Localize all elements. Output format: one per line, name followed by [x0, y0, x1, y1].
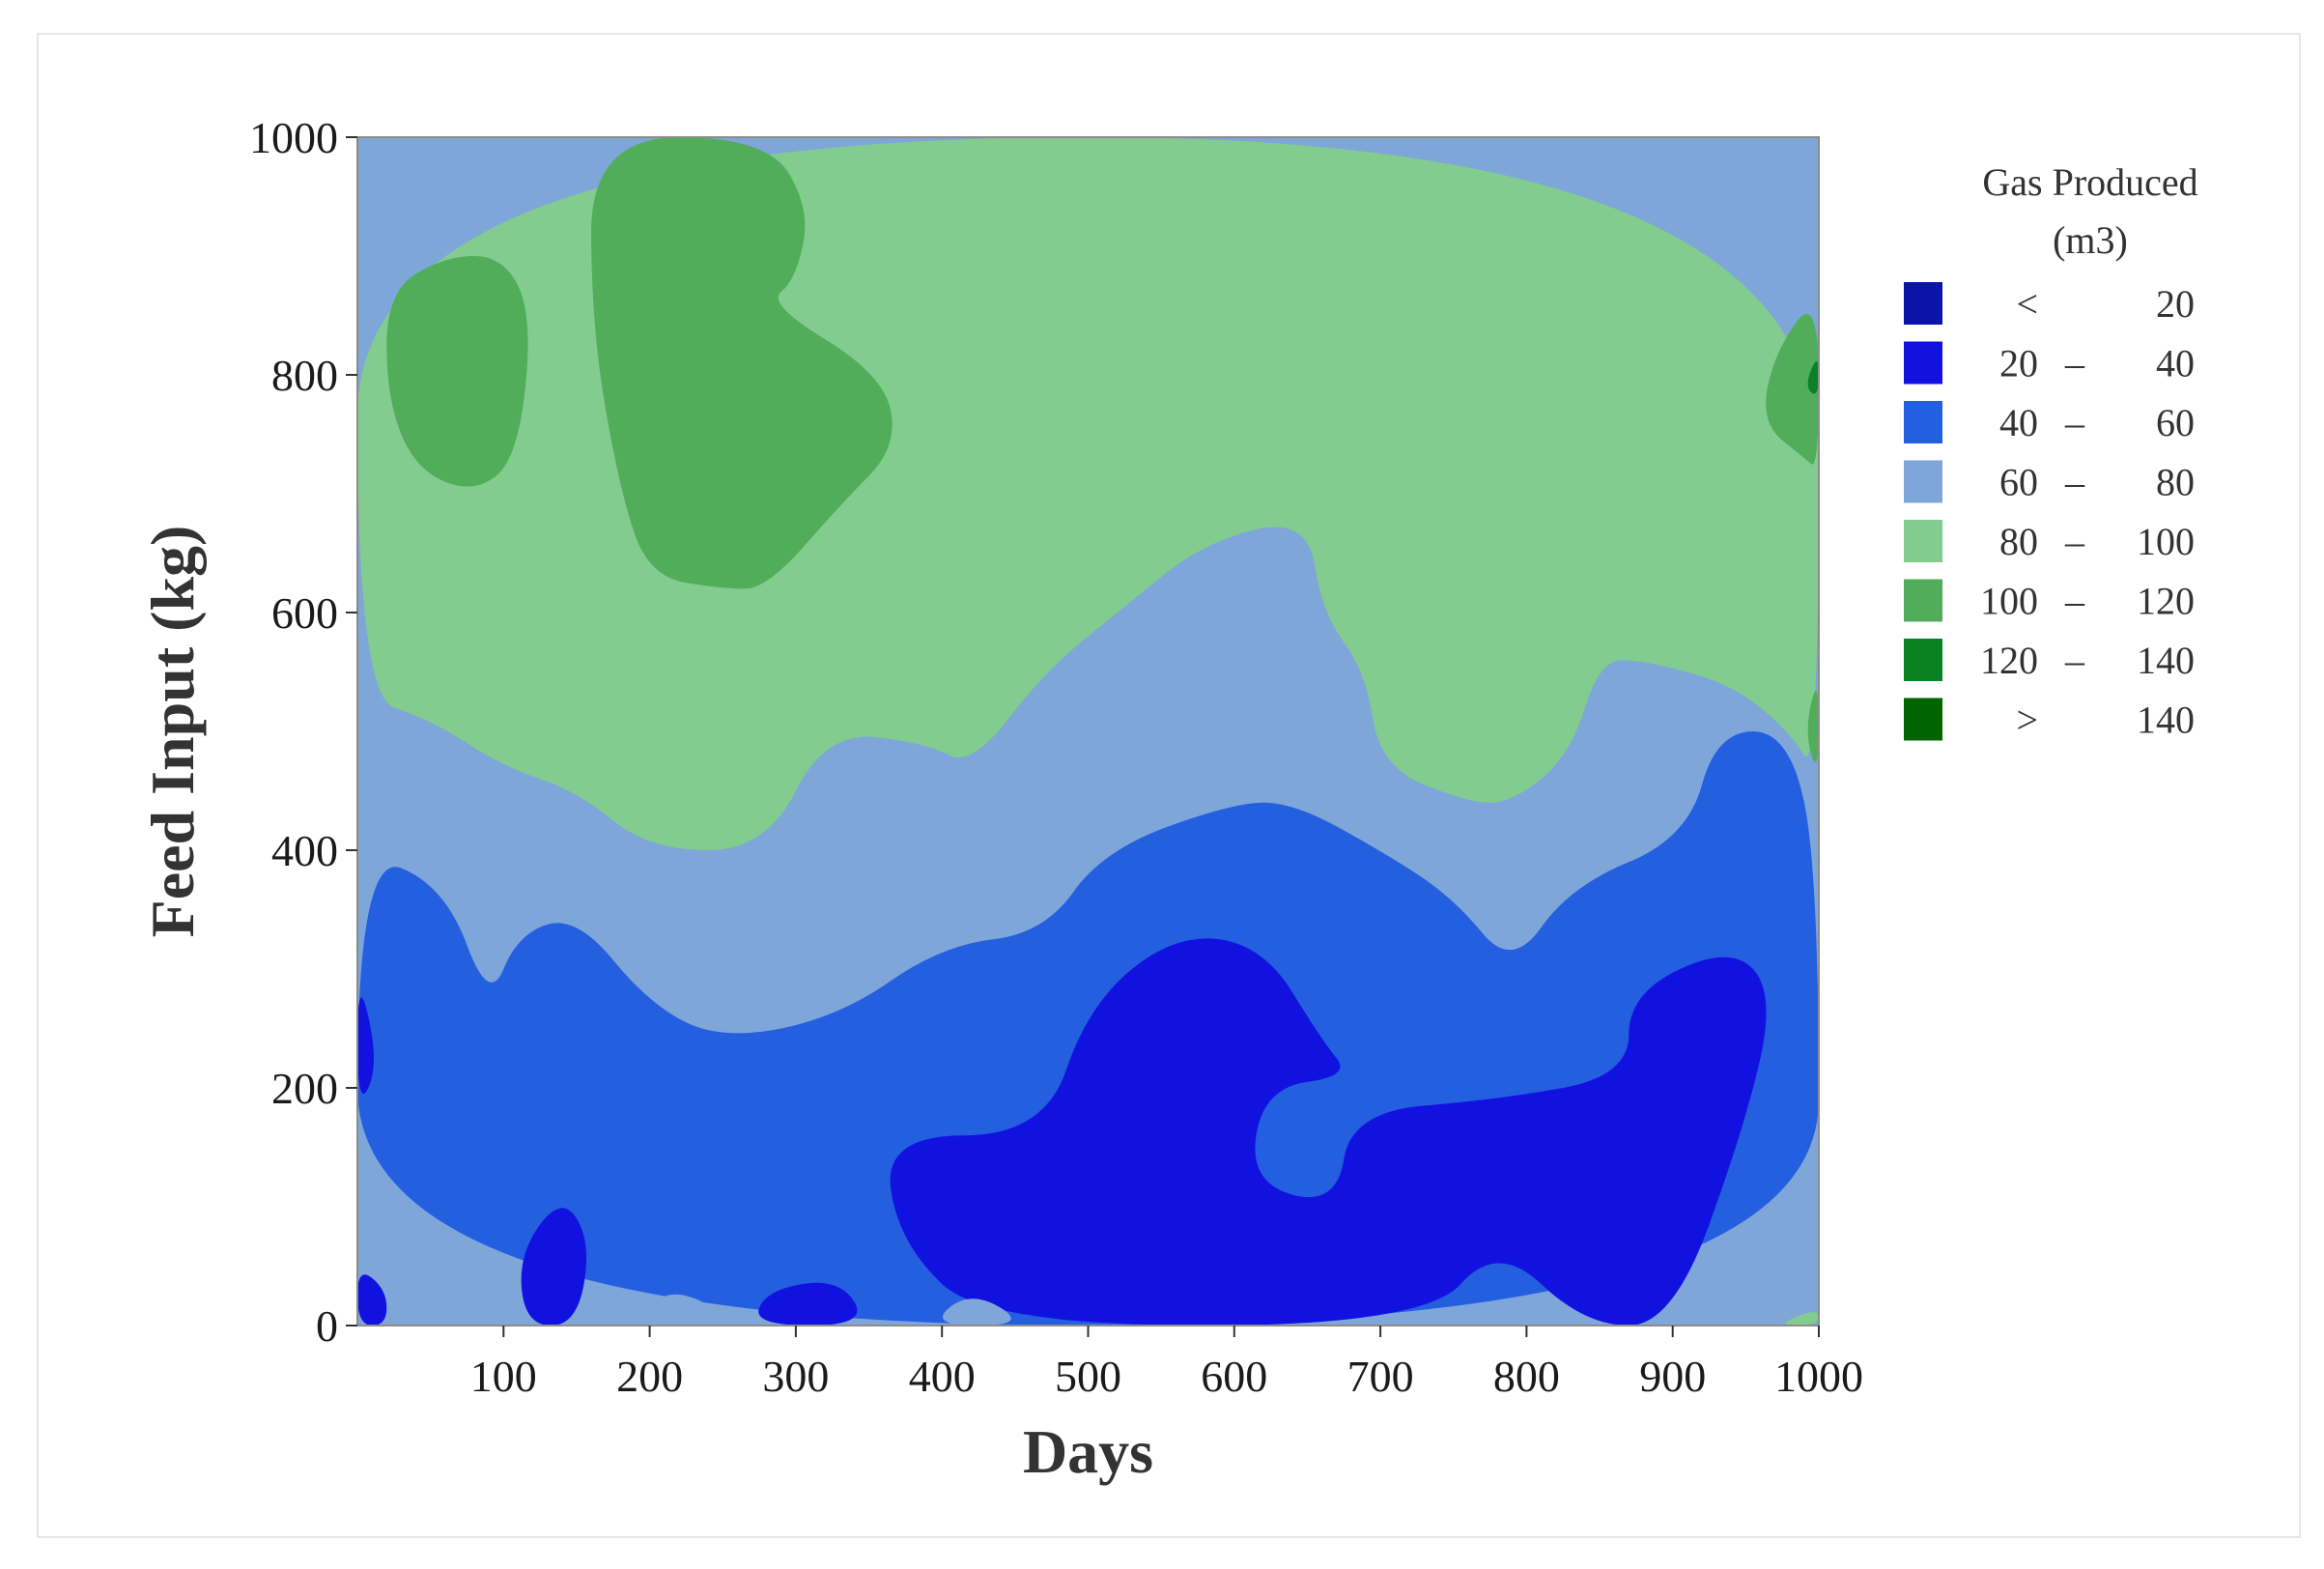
contour-region-120-140 [1807, 360, 1819, 394]
legend-low: > [2016, 699, 2038, 742]
x-tick-label: 800 [1493, 1352, 1560, 1401]
x-tick-label: 500 [1055, 1352, 1121, 1401]
contour-region-20-40 [357, 997, 374, 1095]
contour-region-60-80 [1693, 1274, 1819, 1326]
legend-swatch [1904, 401, 1942, 443]
x-tick-label: 700 [1347, 1352, 1414, 1401]
y-tick-label: 800 [271, 351, 338, 400]
y-tick-label: 0 [316, 1301, 338, 1351]
contour-region-60-80 [942, 1298, 1011, 1326]
legend-swatch [1904, 341, 1942, 385]
contour-region-100-120 [1807, 691, 1819, 763]
chart-frame: 100 200 300 400 500 600 700 800 900 1000 0 200 400 60… [37, 33, 2301, 1538]
legend-high: 80 [2156, 461, 2195, 504]
x-tick-label: 600 [1201, 1352, 1267, 1401]
legend-sep: – [2064, 342, 2085, 385]
legend-low: < [2016, 282, 2038, 326]
contour-region-20-40 [521, 1208, 587, 1326]
legend: Gas Produced (m3) <2020–4040–6060–8080–1… [1904, 160, 2198, 742]
x-tick-label: 200 [616, 1352, 683, 1401]
legend-title: Gas Produced [1982, 160, 2197, 204]
legend-swatch [1904, 520, 1942, 562]
legend-swatch [1904, 282, 1942, 325]
legend-low: 60 [1999, 461, 2038, 504]
y-tick-label: 400 [271, 826, 338, 875]
legend-low: 120 [1980, 639, 2038, 682]
y-tick-label: 600 [271, 588, 338, 638]
x-tick-label: 1000 [1774, 1352, 1863, 1401]
legend-high: 40 [2156, 342, 2195, 385]
legend-sep: – [2064, 639, 2085, 682]
legend-high: 60 [2156, 401, 2195, 444]
y-tick-label: 1000 [249, 113, 338, 162]
legend-high: 20 [2156, 282, 2195, 326]
contour-region-80-100 [1785, 1312, 1819, 1326]
x-axis-title: Days [1023, 1417, 1153, 1486]
legend-title-unit: (m3) [2053, 218, 2128, 262]
y-tick-label: 200 [271, 1064, 338, 1113]
legend-swatch [1904, 639, 1942, 681]
contour-region-100-120 [386, 256, 528, 487]
contour-region-20-40 [758, 1282, 858, 1326]
contour-chart: 100 200 300 400 500 600 700 800 900 1000 0 200 400 60… [138, 113, 2198, 1486]
x-tick-label: 100 [470, 1352, 537, 1401]
legend-low: 100 [1980, 580, 2038, 623]
contour-fills [357, 137, 1819, 1326]
contour-region-100-120 [1766, 313, 1819, 465]
legend-high: 140 [2137, 699, 2195, 742]
legend-high: 140 [2137, 639, 2195, 682]
legend-swatch [1904, 698, 1942, 741]
legend-low: 20 [1999, 342, 2038, 385]
contour-region-20-40 [890, 938, 1767, 1326]
y-axis-title: Feed Input (kg) [138, 526, 207, 938]
legend-sep: – [2064, 580, 2085, 623]
legend-high: 120 [2137, 580, 2195, 623]
x-tick-label: 300 [762, 1352, 829, 1401]
legend-swatch [1904, 579, 1942, 622]
x-tick-label: 900 [1639, 1352, 1706, 1401]
legend-high: 100 [2137, 520, 2195, 563]
legend-low: 80 [1999, 520, 2038, 563]
legend-swatch [1904, 460, 1942, 503]
x-tick-label: 400 [909, 1352, 976, 1401]
plot-area [357, 137, 1819, 1326]
contour-region-60-80 [645, 1294, 717, 1326]
axes: 100 200 300 400 500 600 700 800 900 1000 0 200 400 60… [249, 113, 1863, 1401]
legend-sep: – [2064, 461, 2085, 504]
legend-sep: – [2064, 401, 2085, 444]
legend-sep: – [2064, 520, 2085, 563]
legend-low: 40 [1999, 401, 2038, 444]
contour-region-20-40 [357, 1274, 387, 1326]
contour-region-100-120 [591, 137, 893, 589]
